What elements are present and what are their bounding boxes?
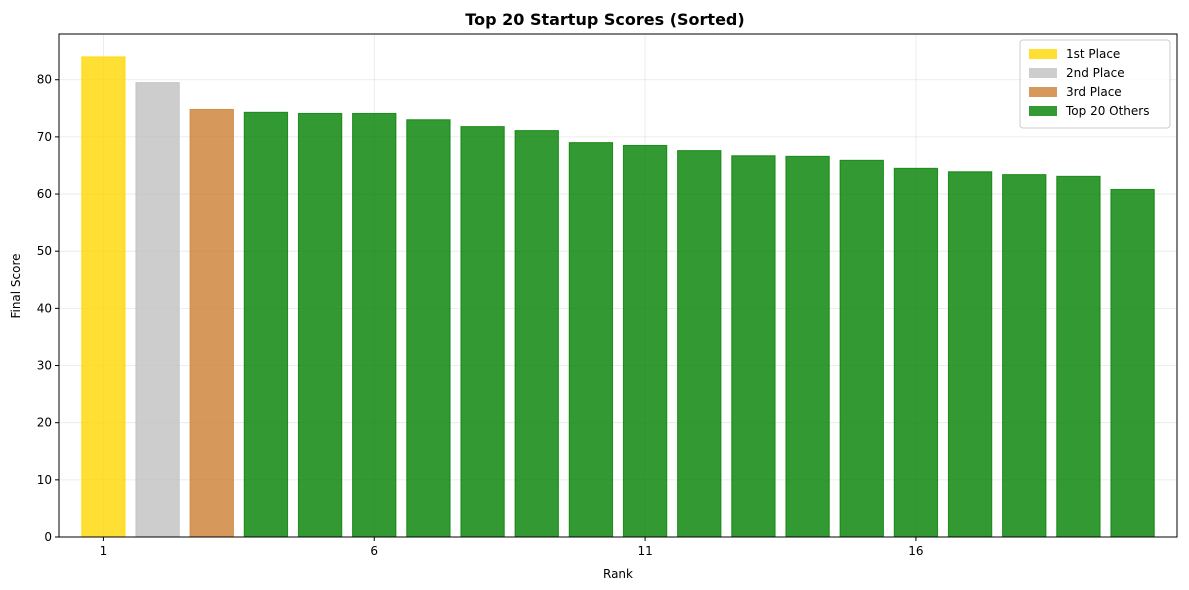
y-tick-label: 50: [37, 244, 52, 258]
legend-label: 2nd Place: [1066, 66, 1125, 80]
bar-rank-9: [514, 130, 559, 538]
legend-label: 3rd Place: [1066, 85, 1122, 99]
y-axis-ticks: 0 10 20 30 40 50 60 70 80: [37, 73, 59, 544]
legend-swatch: [1029, 68, 1057, 78]
bar-rank-15: [839, 159, 884, 538]
bar-rank-18: [1002, 174, 1047, 538]
y-axis-label: Final Score: [9, 253, 23, 318]
bar-rank-5: [297, 112, 343, 538]
legend-label: Top 20 Others: [1065, 104, 1149, 118]
bar-rank-20: [1110, 188, 1155, 538]
bar-rank-13: [731, 155, 776, 538]
bar-rank-6: [352, 112, 397, 538]
x-tick-label: 6: [370, 544, 378, 558]
x-axis-ticks: 1 6 11 16: [100, 537, 924, 558]
bar-rank-8: [460, 126, 505, 538]
legend-swatch: [1029, 87, 1057, 97]
bar-rank-12: [677, 150, 722, 538]
bar-rank-1: [81, 56, 126, 538]
y-tick-label: 20: [37, 416, 52, 430]
legend-swatch: [1029, 106, 1057, 116]
x-tick-label: 11: [637, 544, 652, 558]
y-tick-label: 0: [44, 530, 52, 544]
y-tick-label: 80: [37, 73, 52, 87]
y-tick-label: 60: [37, 187, 52, 201]
bar-rank-16: [893, 167, 939, 538]
x-tick-label: 1: [100, 544, 108, 558]
y-tick-label: 70: [37, 130, 52, 144]
bar-rank-19: [1056, 175, 1101, 538]
x-axis-label: Rank: [603, 567, 633, 581]
bar-rank-3: [189, 108, 234, 538]
y-tick-label: 40: [37, 301, 52, 315]
bars: [81, 56, 1155, 538]
bar-rank-14: [785, 155, 830, 538]
y-tick-label: 30: [37, 359, 52, 373]
bar-rank-7: [406, 119, 451, 538]
y-tick-label: 10: [37, 473, 52, 487]
bar-rank-10: [568, 142, 614, 538]
chart-title: Top 20 Startup Scores (Sorted): [465, 10, 744, 29]
x-tick-label: 16: [908, 544, 923, 558]
plot-frame: [58, 33, 1178, 538]
bar-rank-2: [135, 82, 180, 538]
bar-rank-11: [622, 144, 668, 538]
legend-label: 1st Place: [1066, 47, 1120, 61]
legend-swatch: [1029, 49, 1057, 59]
legend: 1st Place 2nd Place 3rd Place Top 20 Others: [1019, 39, 1171, 129]
bar-rank-17: [947, 171, 993, 538]
bar-rank-4: [243, 111, 289, 538]
legend-box: [1019, 39, 1171, 129]
